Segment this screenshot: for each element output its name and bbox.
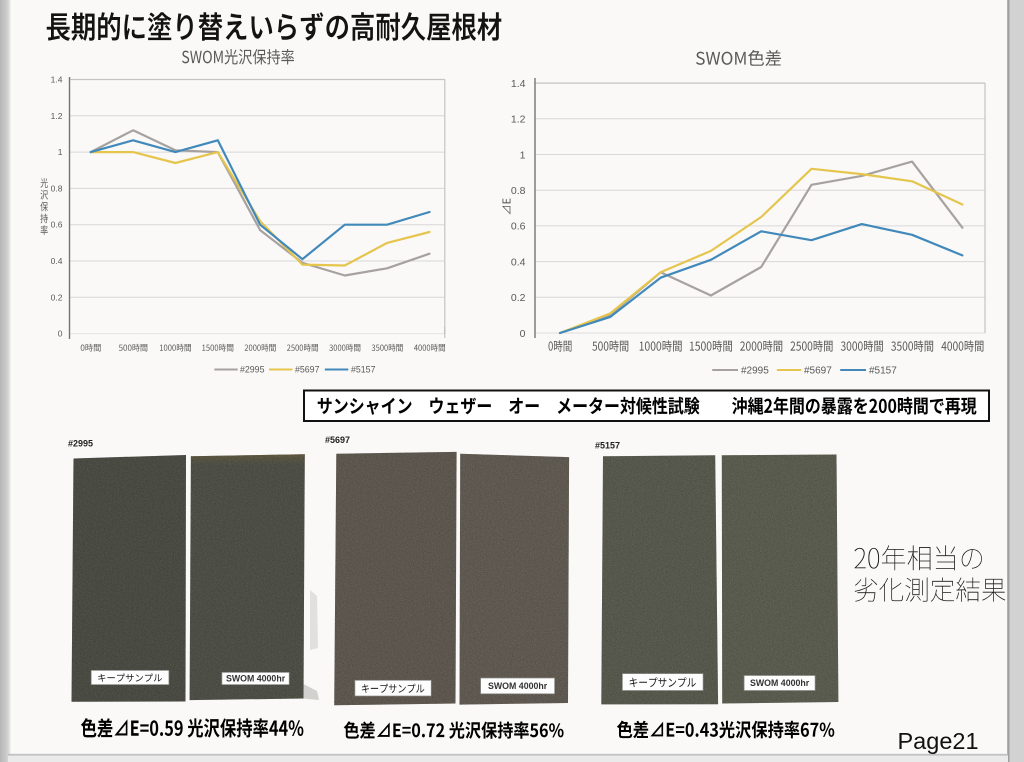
- svg-text:SWOM 4000hr: SWOM 4000hr: [750, 678, 810, 688]
- svg-text:0.6: 0.6: [51, 220, 63, 230]
- svg-text:#5697: #5697: [295, 365, 320, 375]
- svg-text:0.2: 0.2: [51, 292, 63, 302]
- svg-text:#5157: #5157: [351, 365, 376, 375]
- svg-text:1.4: 1.4: [511, 78, 526, 90]
- svg-text:#2995: #2995: [741, 366, 769, 377]
- svg-text:1: 1: [58, 147, 63, 157]
- svg-text:0.8: 0.8: [511, 185, 526, 197]
- svg-text:1: 1: [520, 149, 526, 161]
- svg-text:0.2: 0.2: [511, 292, 526, 304]
- svg-text:SWOM 4000hr: SWOM 4000hr: [226, 674, 286, 684]
- svg-text:0.6: 0.6: [511, 221, 526, 233]
- svg-text:SWOM 4000hr: SWOM 4000hr: [488, 681, 548, 691]
- svg-text:#5157: #5157: [595, 440, 620, 450]
- svg-text:0: 0: [58, 329, 63, 339]
- svg-text:0.4: 0.4: [511, 256, 526, 268]
- svg-text:#5697: #5697: [325, 435, 350, 445]
- svg-text:#5697: #5697: [804, 366, 832, 377]
- svg-text:Page21: Page21: [898, 728, 979, 754]
- svg-text:0.8: 0.8: [51, 183, 63, 193]
- svg-text:0.4: 0.4: [51, 256, 63, 266]
- svg-text:1.2: 1.2: [51, 111, 63, 121]
- svg-text:1.2: 1.2: [511, 114, 526, 126]
- svg-text:0: 0: [520, 328, 526, 340]
- svg-text:#5157: #5157: [869, 366, 897, 377]
- svg-text:1.4: 1.4: [51, 75, 63, 85]
- svg-text:#2995: #2995: [240, 365, 265, 375]
- svg-text:#2995: #2995: [68, 439, 93, 449]
